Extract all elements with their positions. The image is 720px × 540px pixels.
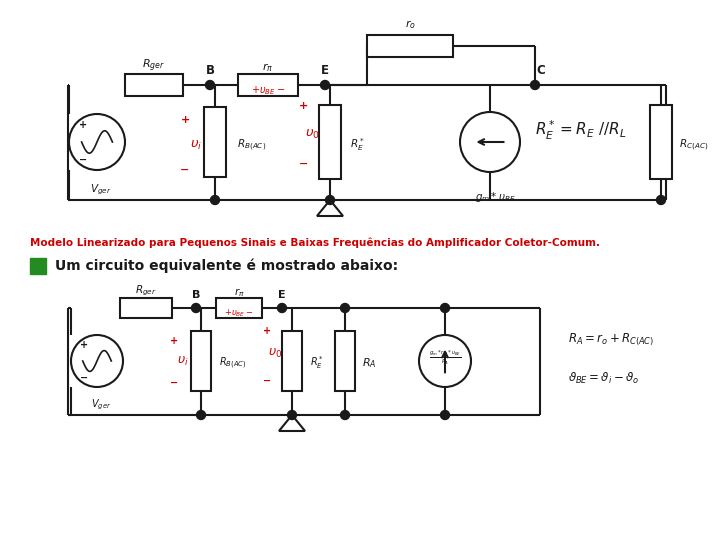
Bar xyxy=(204,107,226,177)
Text: −: − xyxy=(180,165,189,175)
Circle shape xyxy=(205,80,215,90)
Bar xyxy=(191,331,211,391)
Polygon shape xyxy=(279,415,305,431)
Circle shape xyxy=(341,410,349,420)
Bar xyxy=(216,298,262,318)
Circle shape xyxy=(192,303,200,313)
Text: Modelo Linearizado para Pequenos Sinais e Baixas Frequências do Amplificador Col: Modelo Linearizado para Pequenos Sinais … xyxy=(30,238,600,248)
Circle shape xyxy=(441,410,449,420)
Text: $\upsilon_i$: $\upsilon_i$ xyxy=(190,138,202,152)
Circle shape xyxy=(197,410,205,420)
Text: +: + xyxy=(181,115,189,125)
Circle shape xyxy=(287,410,297,420)
Bar xyxy=(335,331,355,391)
Text: +: + xyxy=(79,120,87,130)
Bar xyxy=(120,298,172,318)
Text: $R_{ger}$: $R_{ger}$ xyxy=(143,58,166,74)
Circle shape xyxy=(71,335,123,387)
Circle shape xyxy=(210,195,220,205)
Circle shape xyxy=(69,114,125,170)
Text: −: − xyxy=(263,376,271,386)
Text: $\upsilon_0$: $\upsilon_0$ xyxy=(305,127,320,140)
Circle shape xyxy=(341,303,349,313)
Text: $r_\pi$: $r_\pi$ xyxy=(262,62,274,75)
Text: $\upsilon_i$: $\upsilon_i$ xyxy=(177,354,189,368)
Text: +: + xyxy=(263,326,271,336)
Circle shape xyxy=(531,80,539,90)
Text: C: C xyxy=(536,64,545,77)
Text: $R_{B(AC)}$: $R_{B(AC)}$ xyxy=(237,137,266,153)
Text: $R_E^*$: $R_E^*$ xyxy=(350,137,365,153)
Text: $+\upsilon_{BE}-$: $+\upsilon_{BE}-$ xyxy=(224,307,253,319)
Text: $R_E^*= R_E\ //R_L$: $R_E^*= R_E\ //R_L$ xyxy=(535,118,626,141)
Bar xyxy=(282,331,302,391)
Text: +: + xyxy=(170,336,178,346)
Text: $+\upsilon_{BE}-$: $+\upsilon_{BE}-$ xyxy=(251,85,285,97)
Bar xyxy=(319,105,341,179)
Text: +: + xyxy=(300,101,309,111)
Circle shape xyxy=(277,303,287,313)
Bar xyxy=(650,105,672,179)
Bar xyxy=(367,35,453,57)
Bar xyxy=(238,74,298,96)
Bar xyxy=(125,74,183,96)
Text: B: B xyxy=(205,64,215,77)
Circle shape xyxy=(325,195,335,205)
Text: $V_{ger}$: $V_{ger}$ xyxy=(91,398,111,412)
Text: $\vartheta_{BE} = \vartheta_i - \vartheta_o$: $\vartheta_{BE} = \vartheta_i - \varthet… xyxy=(568,370,639,386)
Text: Um circuito equivalente é mostrado abaixo:: Um circuito equivalente é mostrado abaix… xyxy=(55,259,398,273)
Text: $R_{ger}$: $R_{ger}$ xyxy=(135,284,157,298)
Text: E: E xyxy=(321,64,329,77)
Text: −: − xyxy=(79,155,87,165)
Text: −: − xyxy=(80,373,88,383)
Text: $r_\pi$: $r_\pi$ xyxy=(233,287,244,299)
Text: $R_{C(AC)}$: $R_{C(AC)}$ xyxy=(679,137,708,153)
Circle shape xyxy=(657,195,665,205)
Polygon shape xyxy=(317,200,343,216)
Text: $\frac{g_m*r_O*\upsilon_{BE}}{R_A}$: $\frac{g_m*r_O*\upsilon_{BE}}{R_A}$ xyxy=(429,349,461,367)
Text: $\upsilon_0$: $\upsilon_0$ xyxy=(268,347,282,360)
Text: +: + xyxy=(80,340,88,350)
Circle shape xyxy=(419,335,471,387)
Text: $R_A$: $R_A$ xyxy=(362,356,377,370)
Circle shape xyxy=(441,303,449,313)
Text: −: − xyxy=(170,378,178,388)
Circle shape xyxy=(320,80,330,90)
Text: $V_{ger}$: $V_{ger}$ xyxy=(90,183,112,197)
Text: $R_A = r_o + R_{C(AC)}$: $R_A = r_o + R_{C(AC)}$ xyxy=(568,332,654,348)
Text: $R_{B(AC)}$: $R_{B(AC)}$ xyxy=(219,355,246,370)
Bar xyxy=(30,258,46,274)
Text: −: − xyxy=(300,159,309,169)
Text: $r_o$: $r_o$ xyxy=(405,18,415,31)
Text: $g_m*\upsilon_{BE}$: $g_m*\upsilon_{BE}$ xyxy=(474,190,516,204)
Circle shape xyxy=(460,112,520,172)
Text: E: E xyxy=(278,290,286,300)
Text: $R_E^*$: $R_E^*$ xyxy=(310,355,324,372)
Text: B: B xyxy=(192,290,200,300)
